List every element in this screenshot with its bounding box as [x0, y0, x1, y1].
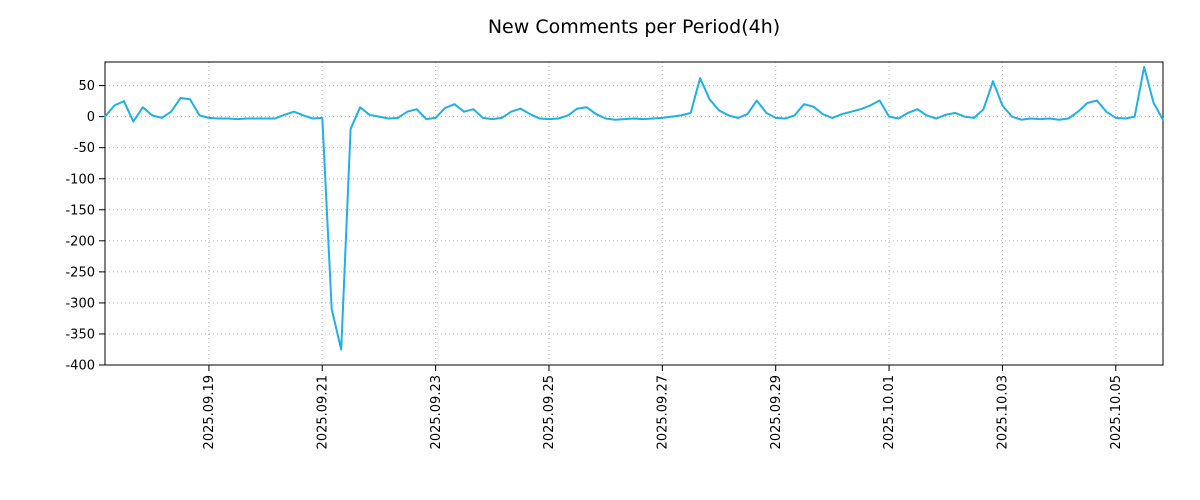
y-tick-label: 50	[78, 79, 95, 94]
x-tick-label: 2025.09.21	[315, 375, 330, 449]
chart-title: New Comments per Period(4h)	[487, 16, 781, 38]
x-tick-label: 2025.09.25	[542, 375, 557, 449]
y-tick-label: -100	[65, 172, 95, 187]
x-tick-label: 2025.10.03	[996, 375, 1011, 449]
x-tick-label: 2025.10.01	[882, 375, 897, 449]
y-tick-label: -300	[65, 296, 95, 311]
y-tick-label: -50	[74, 141, 95, 156]
y-tick-label: -250	[65, 265, 95, 280]
x-tick-label: 2025.09.27	[655, 375, 670, 449]
x-tick-label: 2025.09.23	[429, 375, 444, 449]
y-tick-label: -350	[65, 328, 95, 343]
x-tick-label: 2025.09.19	[202, 375, 217, 449]
y-tick-label: -400	[65, 359, 95, 374]
plot-border	[104, 61, 1164, 366]
x-tick-label: 2025.10.05	[1109, 375, 1124, 449]
series-line	[104, 66, 1164, 351]
y-tick-label: 0	[87, 110, 95, 125]
y-tick-label: -200	[65, 234, 95, 249]
y-tick-label: -150	[65, 203, 95, 218]
x-tick-label: 2025.09.29	[769, 375, 784, 449]
